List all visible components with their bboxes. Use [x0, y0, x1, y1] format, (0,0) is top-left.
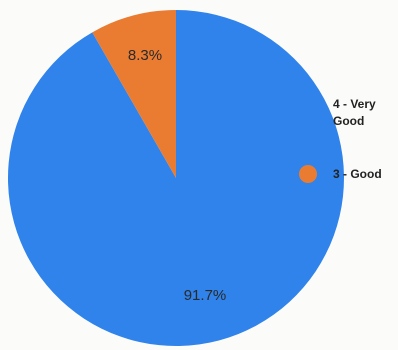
legend-label-good: 3 - Good: [333, 167, 382, 181]
legend: 4 - Very Good 3 - Good: [299, 96, 397, 183]
slice-very-good: [7, 10, 344, 347]
legend-item-good: 3 - Good: [299, 165, 397, 183]
legend-swatch-good: [299, 165, 317, 183]
data-label-good: 8.3%: [128, 47, 162, 64]
legend-label-very-good: 4 - Very Good: [333, 97, 376, 128]
data-label-very-good: 91.7%: [184, 287, 227, 304]
slice-good: [92, 9, 176, 178]
legend-item-very-good: 4 - Very Good: [333, 96, 397, 136]
